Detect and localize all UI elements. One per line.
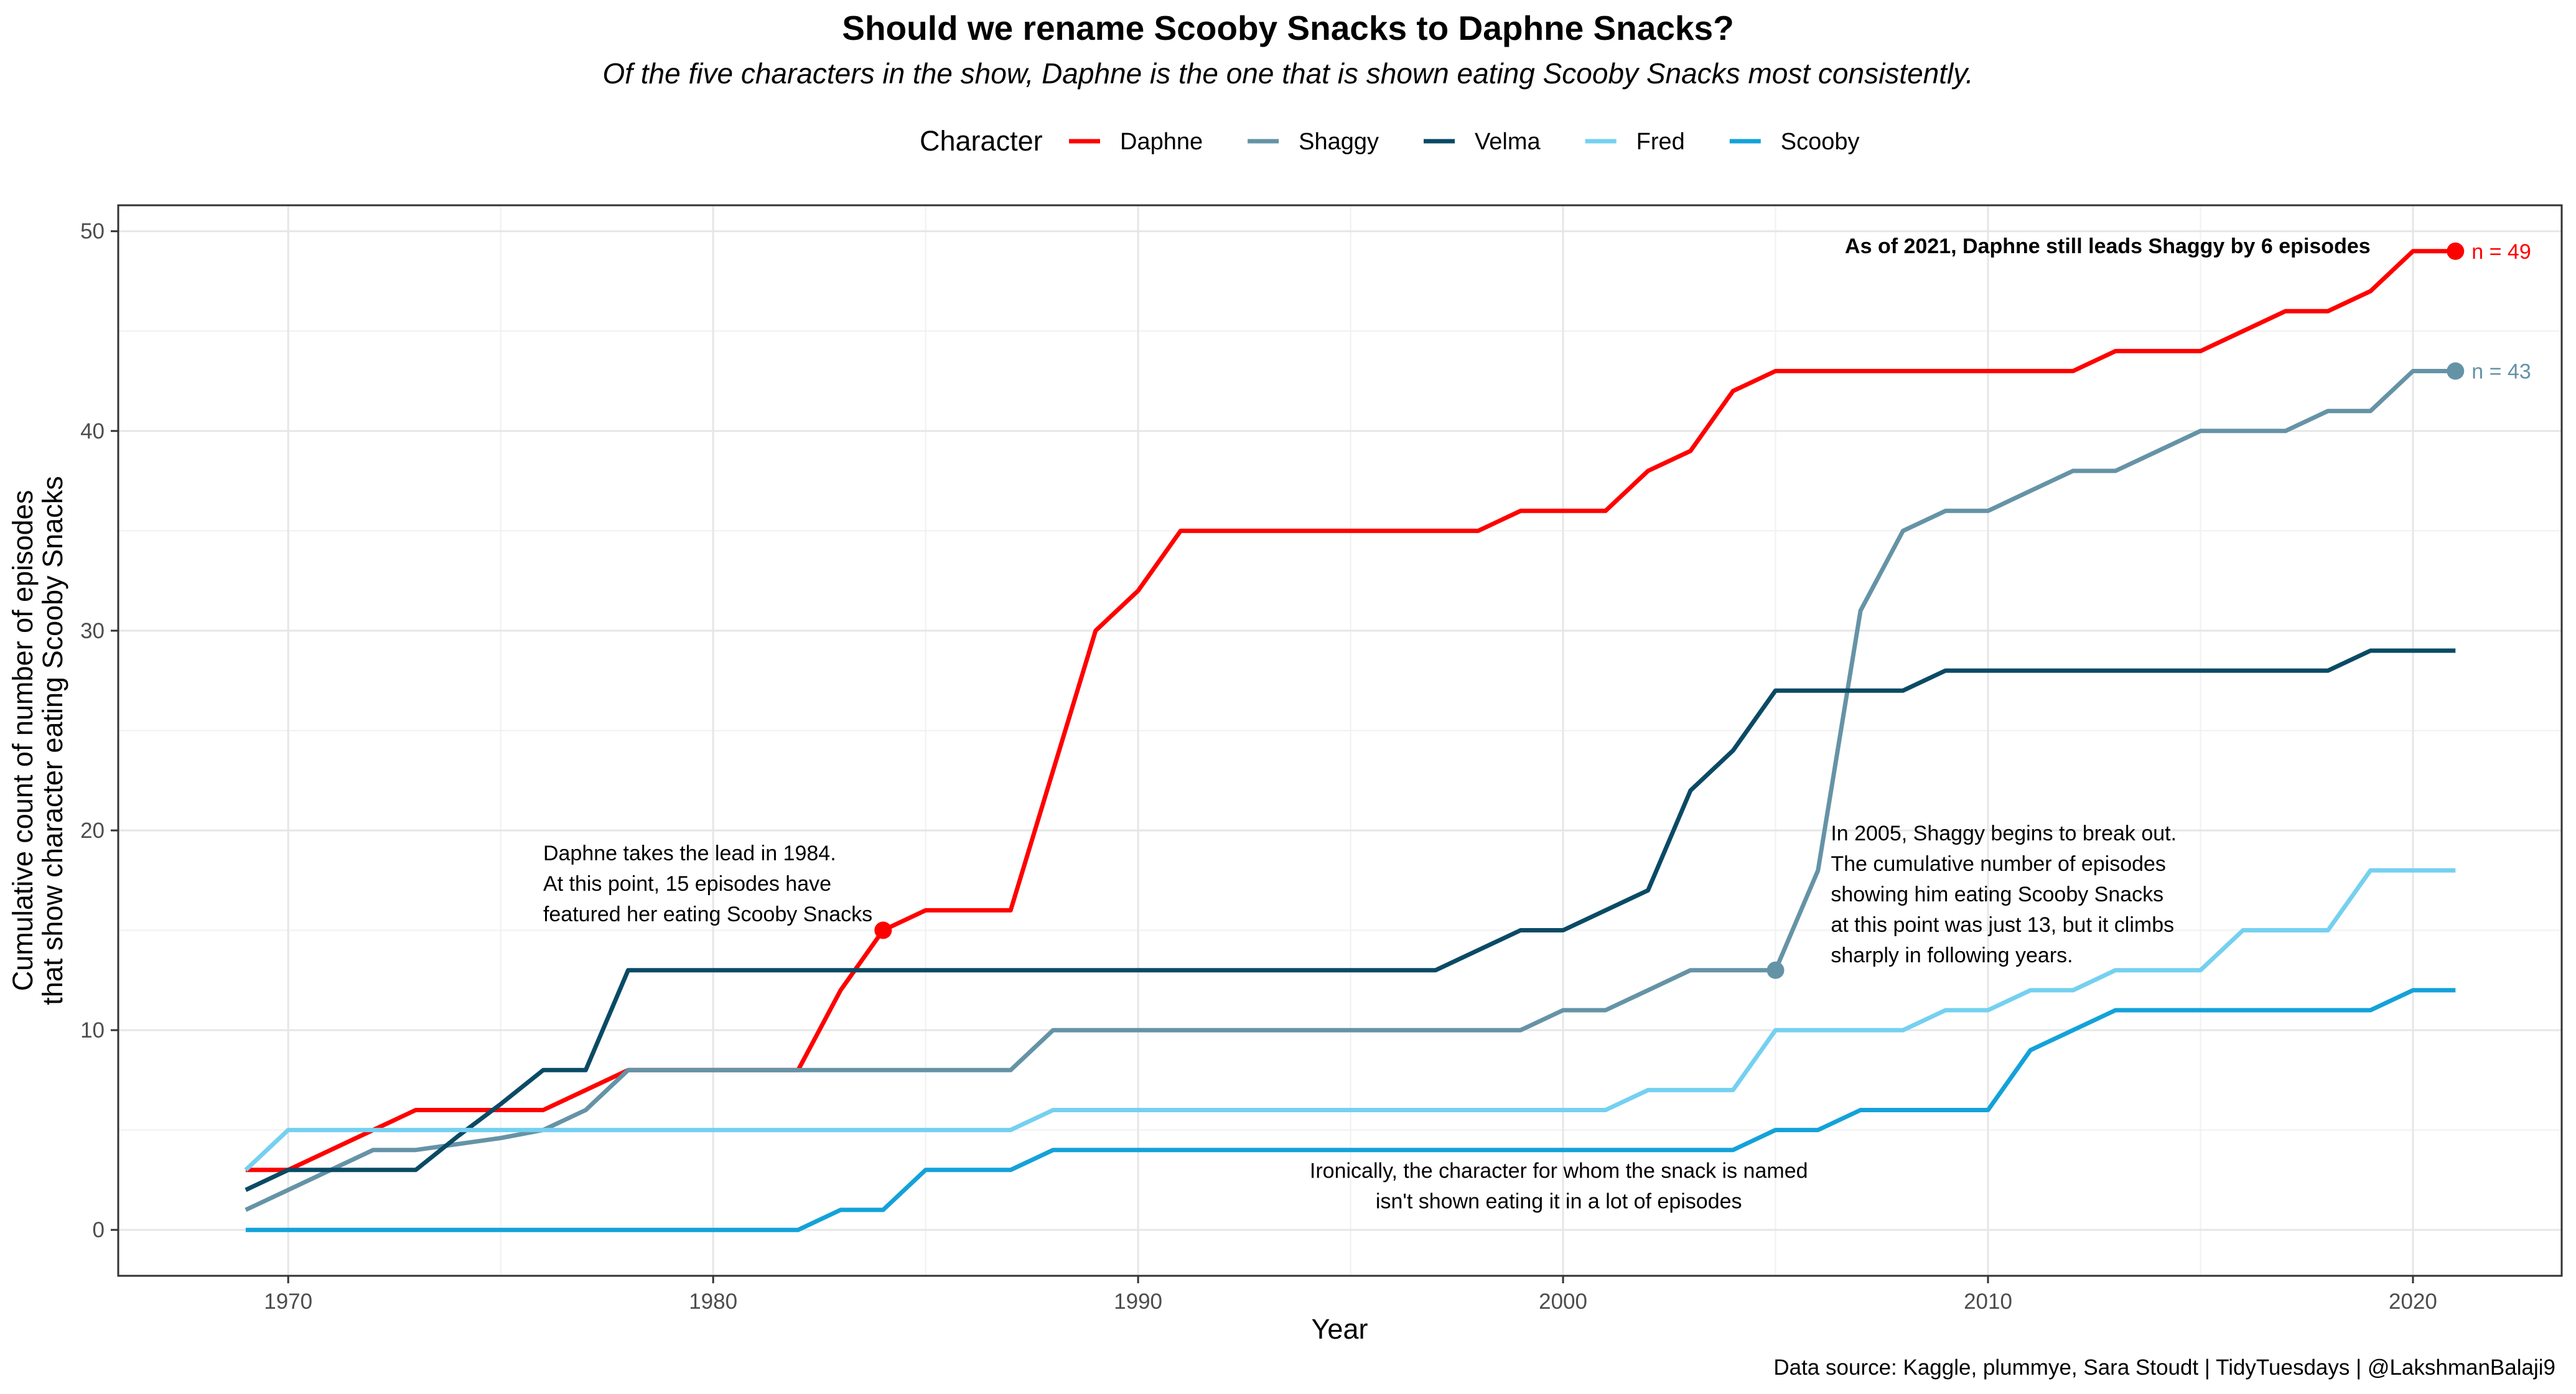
annotation-lead-note: As of 2021, Daphne still leads Shaggy by… bbox=[1845, 235, 2371, 258]
annotation-line: Ironically, the character for whom the s… bbox=[1310, 1159, 1808, 1183]
annotation-line: isn't shown eating it in a lot of episod… bbox=[1376, 1190, 1742, 1214]
highlight-point-shaggy-2005 bbox=[1766, 961, 1785, 979]
series-line-shaggy bbox=[245, 369, 2456, 1212]
caption: Data source: Kaggle, plummye, Sara Stoud… bbox=[1773, 1355, 2555, 1380]
annotations: n = 49 n = 43 As of 2021, Daphne still lea… bbox=[543, 235, 2531, 1214]
y-axis-title-line: that show character eating Scooby Snacks bbox=[37, 476, 68, 1005]
annotation-line: As of 2021, Daphne still leads Shaggy by… bbox=[1845, 235, 2371, 258]
x-tick-label: 1990 bbox=[1114, 1289, 1162, 1314]
annotation-scooby-note: Ironically, the character for whom the s… bbox=[1310, 1159, 1808, 1214]
legend-label-fred: Fred bbox=[1636, 129, 1685, 155]
y-tick-label: 0 bbox=[93, 1218, 105, 1242]
annotation-line: featured her eating Scooby Snacks bbox=[543, 903, 872, 926]
highlight-points bbox=[874, 242, 2465, 979]
y-tick-label: 50 bbox=[80, 220, 105, 244]
legend-label-daphne: Daphne bbox=[1120, 129, 1203, 155]
plot-border bbox=[117, 204, 2563, 1277]
x-tick-label: 2000 bbox=[1539, 1289, 1587, 1314]
y-axis-title: Cumulative count of number of episodesth… bbox=[7, 476, 68, 1005]
plot-panel bbox=[118, 205, 2562, 1276]
highlight-point-daphne-1984 bbox=[874, 921, 892, 939]
y-tick-label: 30 bbox=[80, 619, 105, 643]
legend-label-shaggy: Shaggy bbox=[1299, 129, 1379, 155]
legend-title: Character bbox=[920, 125, 1043, 157]
end-label-daphne: n = 49 bbox=[2471, 240, 2531, 264]
annotation-line: At this point, 15 episodes have bbox=[543, 872, 831, 896]
axes: 1970 1980 1990 2000 2010 2020 0 10 20 30 40 50 bbox=[80, 220, 2437, 1314]
legend-label-scooby: Scooby bbox=[1781, 129, 1860, 155]
legend-label-velma: Velma bbox=[1475, 129, 1541, 155]
chart-subtitle: Of the five characters in the show, Daph… bbox=[602, 57, 1973, 90]
y-tick-label: 20 bbox=[80, 819, 105, 843]
highlight-point-shaggy-2021 bbox=[2447, 362, 2465, 380]
series-lines bbox=[244, 249, 2456, 1232]
gridlines bbox=[118, 205, 2562, 1276]
series-line-fred bbox=[244, 868, 2456, 1172]
annotation-line: sharply in following years. bbox=[1831, 944, 2073, 967]
x-tick-label: 1970 bbox=[264, 1289, 312, 1314]
x-tick-label: 2010 bbox=[1964, 1289, 2012, 1314]
series-line-daphne bbox=[245, 249, 2456, 1173]
chart-title: Should we rename Scooby Snacks to Daphne… bbox=[842, 9, 1734, 47]
y-axis-title-line: Cumulative count of number of episodes bbox=[7, 490, 39, 991]
annotation-line: The cumulative number of episodes bbox=[1831, 852, 2166, 876]
end-label-shaggy: n = 43 bbox=[2471, 360, 2531, 383]
annotation-line: showing him eating Scooby Snacks bbox=[1831, 883, 2163, 906]
y-axis-title-text: Cumulative count of number of episodesth… bbox=[7, 476, 68, 1005]
highlight-point-daphne-2021 bbox=[2447, 242, 2465, 260]
annotation-line: at this point was just 13, but it climbs bbox=[1831, 913, 2174, 937]
annotation-daphne-1984-note: Daphne takes the lead in 1984. At this po… bbox=[543, 842, 872, 926]
x-tick-label: 2020 bbox=[2389, 1289, 2437, 1314]
annotation-line: Daphne takes the lead in 1984. bbox=[543, 842, 836, 865]
y-tick-label: 10 bbox=[80, 1018, 105, 1043]
annotation-line: In 2005, Shaggy begins to break out. bbox=[1831, 822, 2177, 845]
annotation-shaggy-2005-note: In 2005, Shaggy begins to break out. The … bbox=[1831, 822, 2177, 967]
legend: Character Daphne Shaggy Velma Fred Scooby bbox=[920, 125, 1860, 157]
x-axis-title: Year bbox=[1312, 1313, 1368, 1345]
y-tick-label: 40 bbox=[80, 419, 105, 444]
x-tick-label: 1980 bbox=[689, 1289, 737, 1314]
series-line-velma bbox=[245, 648, 2456, 1192]
series-line-scooby bbox=[245, 988, 2456, 1232]
